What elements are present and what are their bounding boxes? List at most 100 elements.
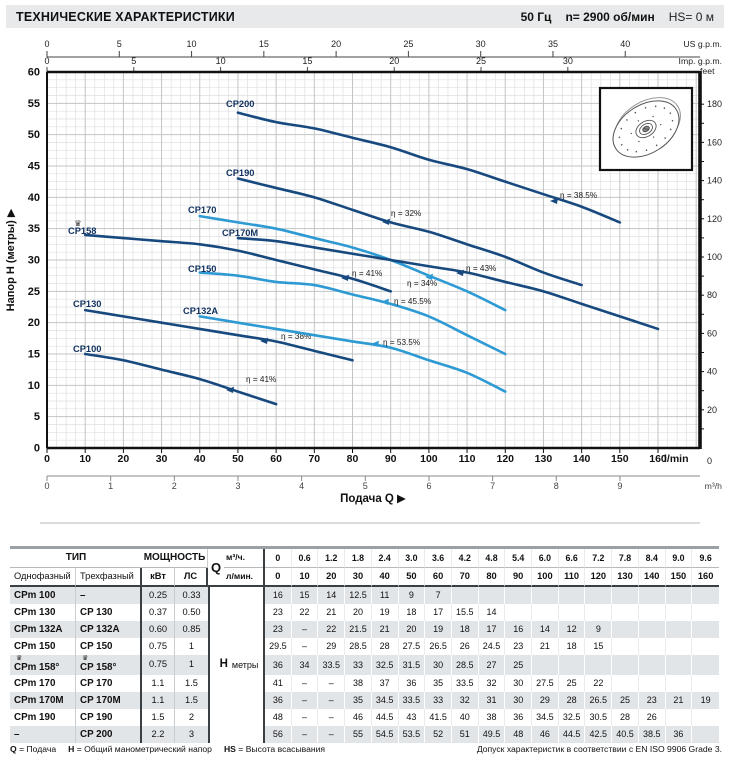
cell-hp: 0.50	[175, 604, 208, 621]
hdr-m3h-value: 6.0	[532, 549, 559, 568]
chart-text: 5	[131, 56, 136, 66]
chart-text: 60	[270, 453, 282, 465]
eta-label-cp130: η = 38%	[281, 332, 311, 341]
eta-marker-cp200	[550, 197, 558, 204]
eta-marker-cp158	[341, 274, 349, 281]
cell-head-value	[665, 621, 693, 638]
cell-head-value: 15	[585, 638, 613, 655]
chart-text: m³/h	[705, 481, 723, 491]
hdr-m3h-value: 5.4	[505, 549, 533, 568]
eta-marker-cp100	[226, 386, 234, 393]
cell-head-value: 42.5	[585, 726, 613, 743]
cell-head-value: –	[318, 692, 346, 709]
cell-head-value: 7	[425, 587, 452, 604]
legend-value: = Высота всасывания	[238, 744, 326, 754]
hdr-m3h-value: 0.6	[291, 549, 319, 568]
tolerance-note: Допуск характеристик в соответствии с EN…	[476, 744, 722, 754]
chart-text: l/min	[664, 453, 689, 465]
cell-head-value: 25	[612, 692, 639, 709]
cell-head-value	[451, 587, 479, 604]
cell-pump-single: CPm 170	[10, 675, 76, 692]
cell-head-value: 30	[425, 655, 452, 675]
curve-label-cp150: CP150	[188, 264, 216, 274]
cell-head-value: 32	[451, 692, 479, 709]
cell-pump-three: CP 150	[76, 638, 142, 655]
cell-head-value	[692, 726, 719, 743]
cell-pump-single: CPm 190	[10, 709, 76, 726]
crown-icon: ♛	[82, 655, 89, 662]
chart-text: 1	[108, 481, 113, 491]
curve-label-cp170: CP170	[188, 205, 216, 215]
cell-pump-three: CP 200	[76, 726, 142, 743]
cell-head-value: 41.5	[425, 709, 452, 726]
chart-text: 25	[403, 39, 413, 49]
chart-text: 50	[232, 453, 244, 465]
cell-head-value: 19	[692, 692, 719, 709]
cell-hp: 0.33	[175, 587, 208, 604]
chart-text: 5	[363, 481, 368, 491]
cell-head-value: 33.5	[451, 675, 479, 692]
eta-label-cp190: η = 32%	[391, 209, 421, 218]
cell-head-value: 26	[451, 638, 479, 655]
cell-kw: 0.75	[142, 638, 175, 655]
eta-marker-cp170	[425, 273, 433, 280]
cell-head-value	[638, 655, 666, 675]
chart-text: 0	[44, 39, 49, 49]
cell-head-value: 15	[291, 587, 319, 604]
chart-text: 25	[28, 286, 40, 298]
cell-head-value: 43	[398, 709, 426, 726]
cell-head-value	[665, 675, 693, 692]
header-specs: 50 Гц n= 2900 об/мин HS= 0 м	[521, 10, 714, 24]
cell-head-value: 54.5	[371, 726, 399, 743]
cell-head-value: 37	[371, 675, 399, 692]
cell-head-value: 36	[265, 692, 292, 709]
hdr-lmin-value: 120	[585, 568, 613, 587]
cell-head-value: 21	[318, 604, 346, 621]
curve-cp100	[83, 352, 278, 406]
cell-head-value: –	[318, 709, 346, 726]
hdr-single-phase: Однофазный	[10, 568, 76, 587]
chart-text: 90	[385, 453, 397, 465]
suction-height-label: HS= 0 м	[668, 9, 714, 24]
cell-head-value	[692, 655, 719, 675]
cell-head-value: 25	[558, 675, 586, 692]
cell-head-value	[692, 621, 719, 638]
curve-label-cp100: CP100	[73, 344, 101, 354]
cell-head-value: 12.5	[345, 587, 372, 604]
hdr-lmin-value: 60	[425, 568, 452, 587]
chart-text: 150	[611, 453, 629, 465]
chart-text: Imp. g.p.m.	[679, 56, 722, 66]
cell-head-value: 27	[478, 655, 506, 675]
hdr-lmin-value: 160	[692, 568, 719, 587]
hdr-m3h-value: 8.4	[638, 549, 666, 568]
hdr-lmin-value: 90	[505, 568, 533, 587]
chart-text: 80	[707, 290, 717, 300]
cell-head-value: 33.5	[398, 692, 426, 709]
curve-label-cp200: CP200	[226, 99, 254, 109]
curve-cp200	[236, 111, 622, 224]
hdr-m3h-value: 7.2	[585, 549, 613, 568]
speed-label: n= 2900 об/мин	[565, 9, 655, 24]
chart-text: 100	[707, 252, 722, 262]
hdr-lmin-value: 100	[532, 568, 559, 587]
chart-text: 40	[620, 39, 630, 49]
chart-text: 20	[707, 405, 717, 415]
cell-head-value	[638, 587, 666, 604]
hdr-lmin-value: 20	[318, 568, 346, 587]
cell-head-value	[558, 587, 586, 604]
legend-value: = Подача	[19, 744, 57, 754]
chart-text: 8	[554, 481, 559, 491]
hdr-m3h-value: 1.2	[318, 549, 346, 568]
cell-head-value	[612, 655, 639, 675]
cell-head-value	[612, 604, 639, 621]
chart-text: 60	[28, 66, 40, 78]
cell-head-value	[692, 604, 719, 621]
page-title: ТЕХНИЧЕСКИЕ ХАРАКТЕРИСТИКИ	[16, 9, 235, 24]
cell-head-value: 28	[371, 638, 399, 655]
cell-head-value: 27.5	[398, 638, 426, 655]
cell-pump-three: –	[76, 587, 142, 604]
hdr-lmin-value: 110	[558, 568, 586, 587]
cell-pump-three: CP 130	[76, 604, 142, 621]
cell-head-value: –	[291, 726, 319, 743]
frequency-label: 50 Гц	[520, 9, 552, 24]
